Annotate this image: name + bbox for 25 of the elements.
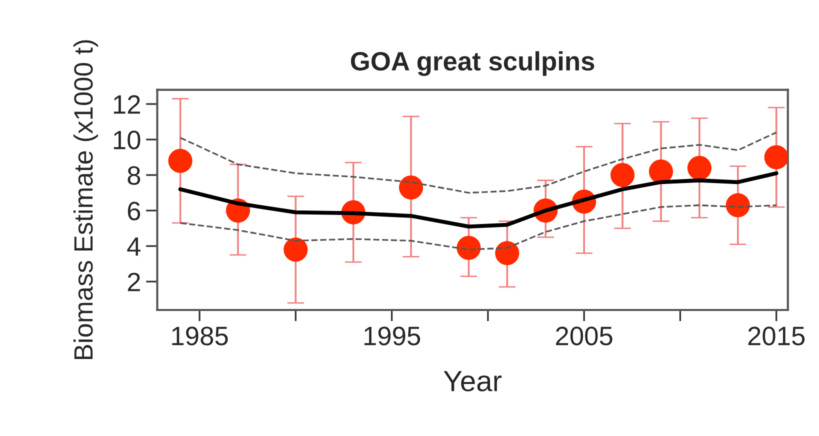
point — [726, 193, 750, 218]
chart-title: GOA great sculpins — [350, 51, 594, 76]
x-tick-label: 1985 — [172, 326, 228, 346]
line-series — [179, 204, 778, 250]
point — [610, 163, 635, 188]
line-series — [179, 132, 778, 194]
y-tick-label: 8 — [128, 166, 140, 185]
point — [456, 236, 481, 260]
x-tick-label: 2005 — [556, 326, 612, 346]
y-axis-title: Biomass Estimate (x1000 t) — [73, 40, 98, 360]
x-tick-label: 2015 — [748, 326, 805, 346]
point — [495, 241, 520, 266]
y-tick-label: 6 — [128, 202, 140, 220]
line-series — [178, 171, 778, 228]
point — [399, 175, 424, 200]
point — [687, 156, 712, 180]
y-tick-label: 2 — [128, 272, 140, 292]
x-tick-label: 1995 — [364, 326, 420, 346]
y-tick-label: 12 — [114, 95, 140, 114]
y-tick-label: 10 — [114, 130, 140, 150]
point — [764, 145, 788, 170]
point — [168, 148, 192, 173]
x-axis-title: Year — [444, 371, 502, 392]
y-tick-label: 4 — [127, 237, 141, 256]
point — [284, 238, 308, 262]
